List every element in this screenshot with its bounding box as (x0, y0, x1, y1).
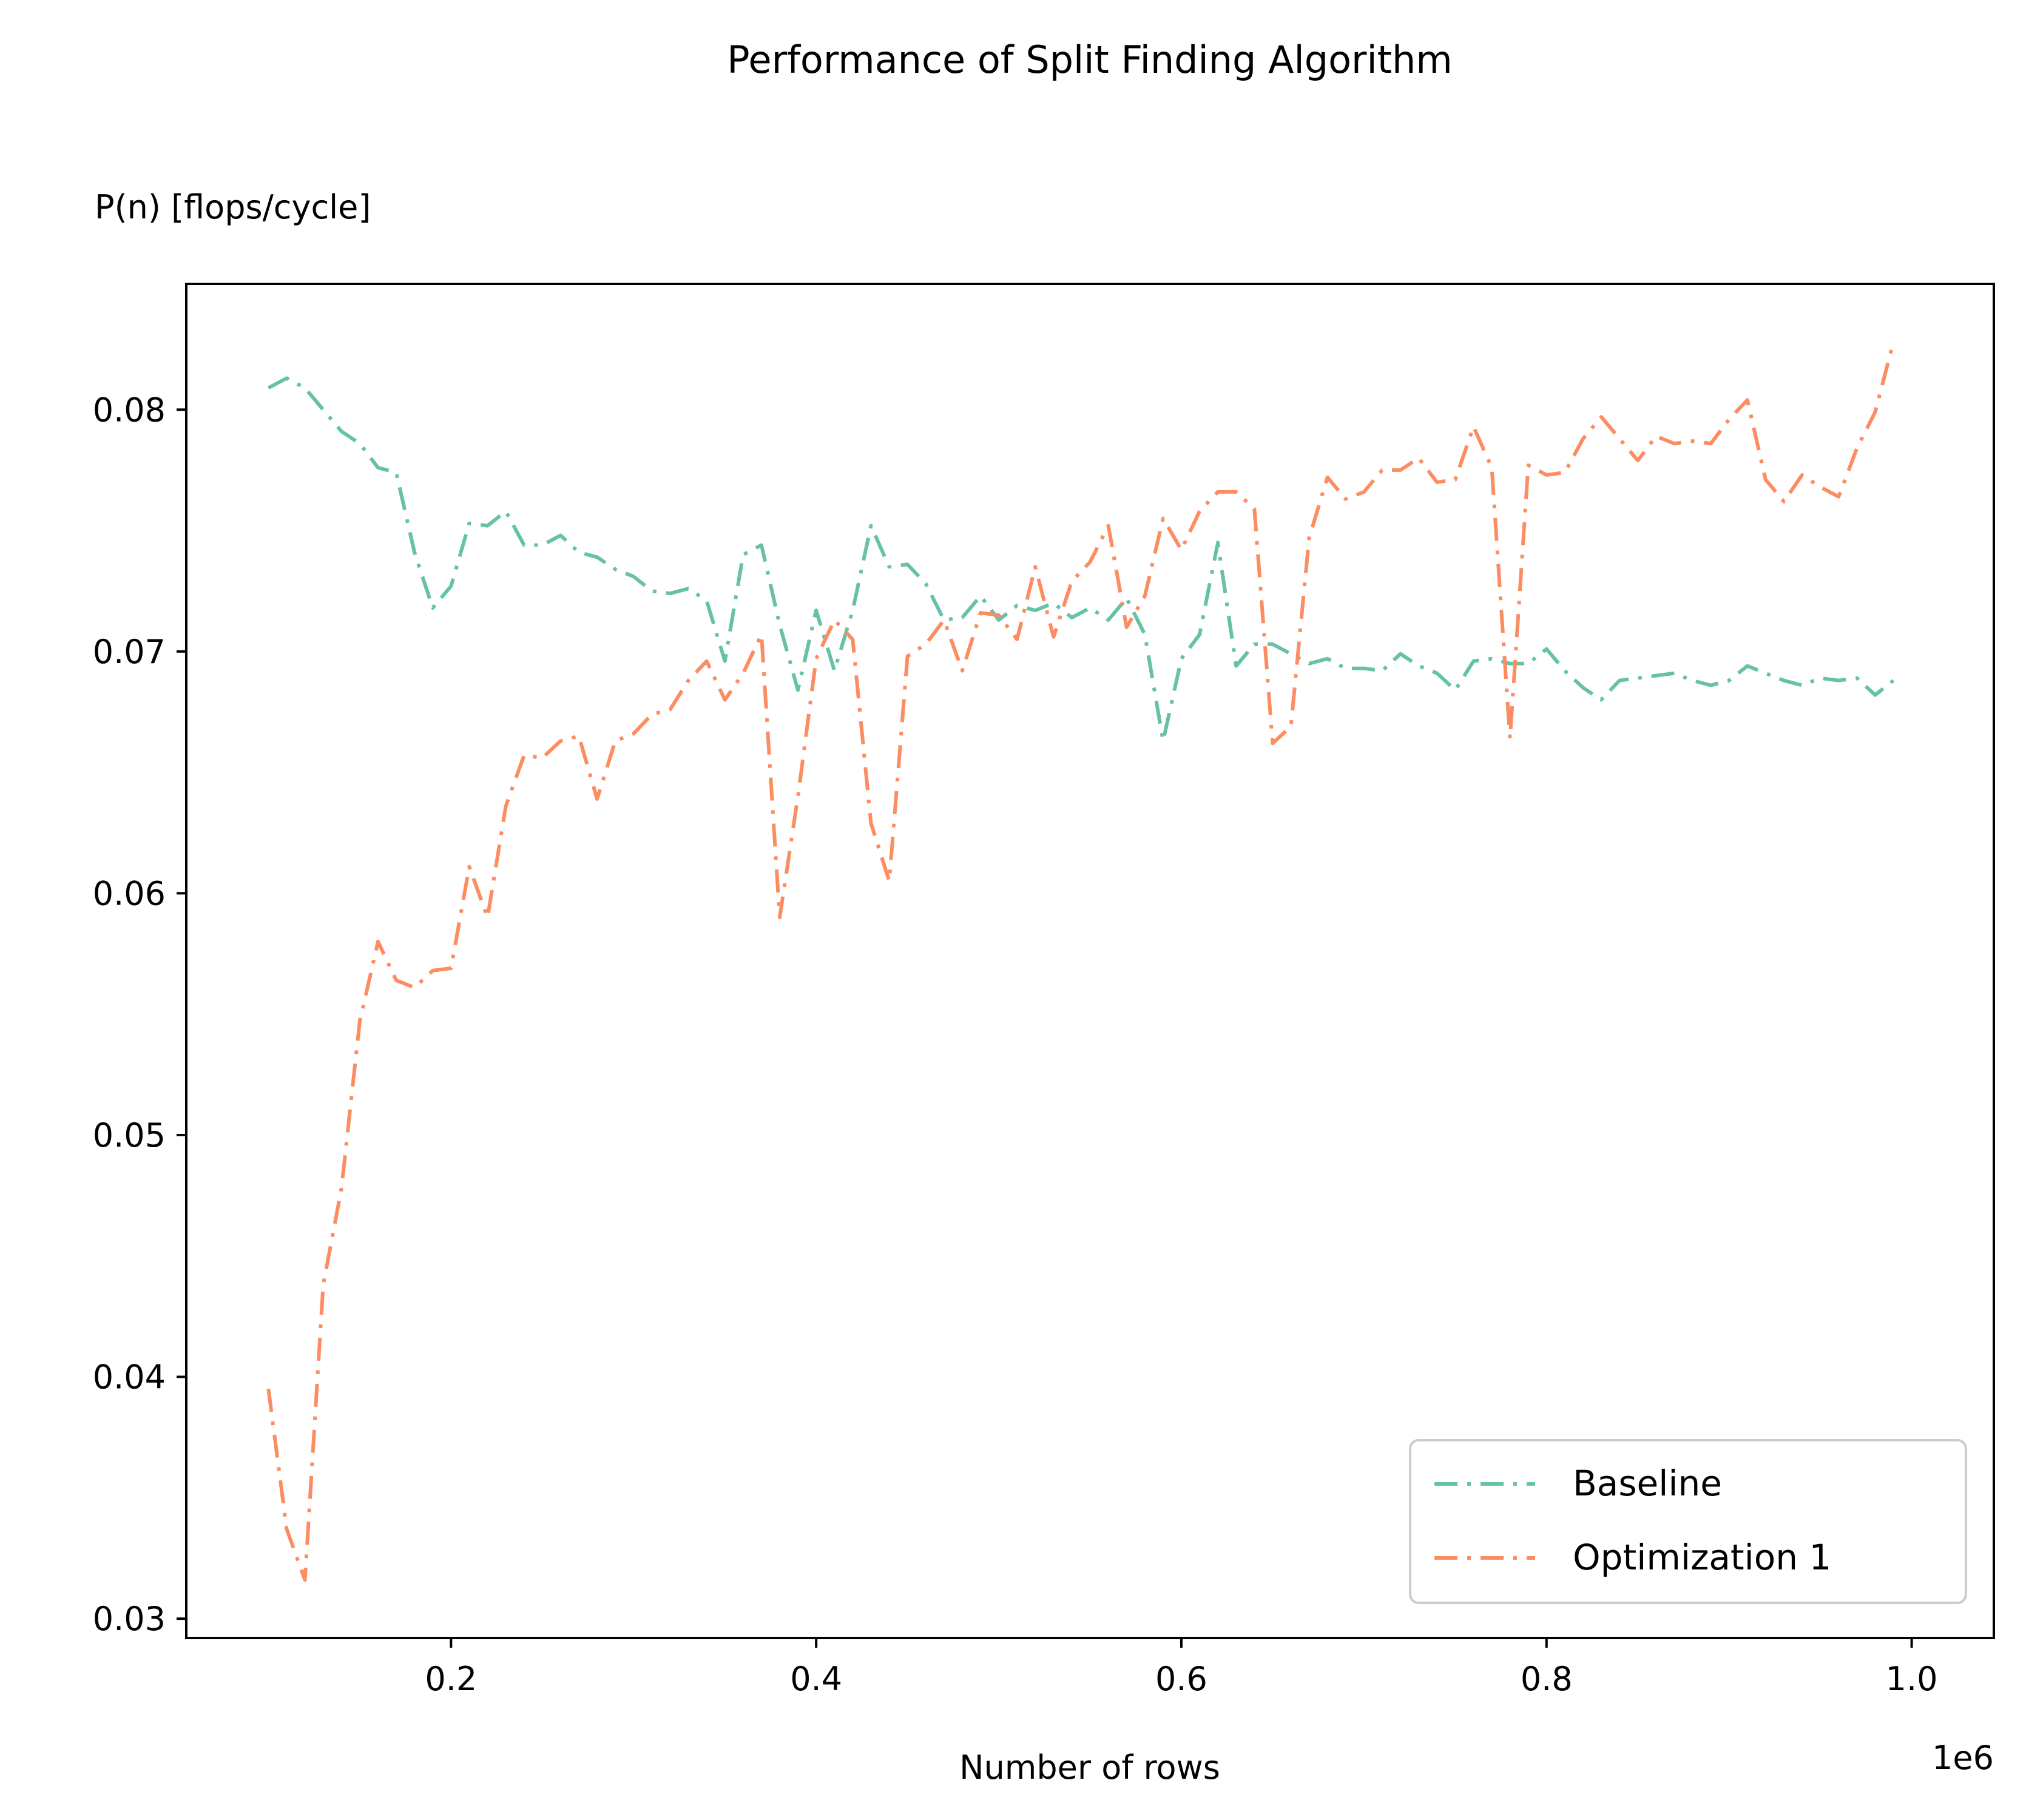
x-tick-label: 0.8 (1521, 1660, 1573, 1698)
y-tick-label: 0.03 (93, 1600, 166, 1638)
legend-label-optimization-1: Optimization 1 (1573, 1537, 1831, 1578)
y-axis: 0.03 0.04 0.05 0.06 0.07 0.08 (93, 391, 186, 1638)
series-line-baseline (267, 376, 1895, 743)
x-tick-label: 1.0 (1886, 1660, 1938, 1698)
axes-frame (185, 283, 1995, 1639)
y-tick-label: 0.04 (93, 1358, 166, 1397)
axes-background (186, 284, 1994, 1638)
legend: Baseline Optimization 1 (1409, 1439, 1967, 1604)
y-axis-label: P(n) [flops/cycle] (95, 188, 371, 226)
x-axis-label: Number of rows (959, 1748, 1220, 1787)
y-tick-label: 0.05 (93, 1116, 166, 1154)
x-tick-label: 0.2 (425, 1660, 477, 1698)
series-layer (266, 341, 1896, 1582)
legend-label-baseline: Baseline (1573, 1463, 1722, 1504)
y-tick-label: 0.07 (93, 633, 166, 671)
chart-title: Performance of Split Finding Algorithm (727, 38, 1453, 82)
x-axis: 0.2 0.4 0.6 0.8 1.0 (425, 1638, 1938, 1698)
plot-area (185, 283, 1995, 1639)
series-line-optimization-1 (266, 341, 1896, 1582)
x-tick-label: 0.6 (1155, 1660, 1207, 1698)
x-tick-label: 0.4 (790, 1660, 842, 1698)
x-axis-offset-label: 1e6 (1932, 1739, 1994, 1777)
legend-frame (1409, 1439, 1967, 1604)
y-tick-label: 0.08 (93, 391, 166, 429)
y-tick-label: 0.06 (93, 874, 166, 912)
